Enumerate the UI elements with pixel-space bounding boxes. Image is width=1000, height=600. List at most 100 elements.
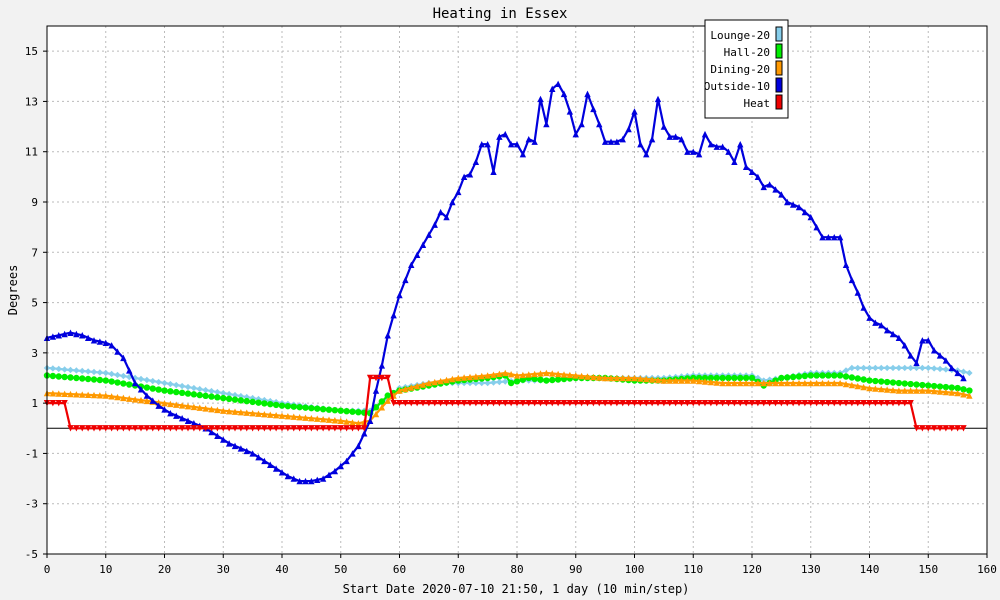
outside-10-point	[836, 234, 844, 241]
lounge-20-point	[225, 390, 233, 398]
heat-point	[637, 399, 644, 407]
heat-point	[819, 399, 826, 407]
outside-10-point	[554, 80, 562, 88]
dining-20-point	[772, 379, 779, 387]
dining-20-point	[261, 411, 268, 418]
x-tick-label: 100	[625, 563, 645, 576]
hall-20-point	[349, 408, 356, 415]
heat-point	[719, 399, 726, 407]
hall-20-point	[801, 372, 809, 380]
lounge-20-point	[73, 367, 80, 374]
outside-10-point	[496, 133, 503, 140]
hall-20-point	[202, 392, 209, 400]
heat-point	[67, 425, 74, 432]
heat-point	[596, 399, 603, 407]
lounge-20-point	[919, 364, 926, 372]
hall-20-point	[543, 377, 550, 384]
hall-20-point	[126, 381, 133, 388]
hall-20-point	[96, 376, 104, 384]
dining-20-point	[49, 390, 57, 397]
dining-20-point	[143, 397, 151, 405]
hall-20-point	[707, 374, 715, 382]
dining-20-point	[343, 418, 350, 425]
heat-point	[108, 425, 115, 432]
heat-point	[466, 399, 474, 407]
heat-point	[831, 399, 838, 407]
outside-10-point	[237, 445, 245, 452]
heat-point	[325, 425, 333, 432]
lounge-20-point	[161, 379, 168, 387]
outside-10-point	[155, 402, 162, 409]
dining-20-point	[954, 389, 961, 397]
hall-20-point	[907, 380, 914, 388]
heat-point	[443, 399, 450, 407]
lounge-20-point	[184, 383, 192, 391]
y-axis-label: Degrees	[6, 265, 20, 316]
heat-point	[302, 425, 309, 432]
outside-10-point	[754, 173, 762, 181]
lounge-20-point	[79, 367, 86, 375]
outside-10-point	[883, 327, 891, 334]
lounge-20-point	[231, 391, 239, 399]
heat-point	[361, 425, 368, 432]
outside-10-point	[507, 140, 515, 148]
outside-10-point	[925, 337, 932, 344]
lounge-20-point	[936, 365, 944, 373]
heat-point	[584, 399, 591, 407]
outside-10-point	[584, 90, 591, 98]
lounge-20-point	[883, 364, 891, 372]
lounge-20-point	[842, 367, 850, 374]
outside-10-point	[701, 130, 709, 138]
hall-20-point	[848, 374, 856, 381]
dining-20-point	[425, 379, 433, 387]
hall-20-point	[860, 376, 867, 383]
heat-point	[531, 399, 538, 407]
outside-10-point	[484, 140, 491, 148]
heat-point	[930, 425, 938, 432]
heat-series	[43, 374, 967, 432]
dining-20-point	[836, 379, 844, 387]
dining-20-point	[331, 417, 339, 424]
outside-10-point	[455, 188, 462, 196]
dining-20-point	[308, 415, 315, 422]
lounge-20-point	[96, 369, 104, 376]
heat-point	[713, 399, 720, 407]
outside-10-point	[607, 138, 615, 145]
hall-20-point	[343, 407, 350, 415]
dining-20-point	[725, 379, 732, 387]
legend-swatch-hall-20	[775, 43, 783, 59]
dining-20-point	[437, 377, 444, 385]
dining-20-point	[84, 391, 92, 399]
outside-10-point	[825, 234, 832, 241]
outside-10-point	[425, 231, 433, 238]
heat-point	[701, 399, 709, 407]
hall-20-point	[108, 378, 115, 385]
heat-point	[660, 399, 668, 407]
heat-point	[402, 399, 409, 407]
heat-point	[878, 399, 885, 407]
dining-20-point	[214, 406, 221, 414]
hall-20-point	[55, 373, 62, 380]
heat-point	[237, 425, 245, 432]
heat-point	[690, 399, 697, 407]
hall-20-point	[296, 403, 303, 411]
hall-20-point	[778, 374, 785, 382]
outside-10-point	[173, 412, 180, 419]
dining-20-point	[419, 381, 427, 388]
hall-20-point	[919, 381, 926, 389]
heat-point	[349, 425, 356, 432]
heat-point	[84, 425, 92, 432]
dining-20-point	[196, 404, 203, 411]
dining-20-point	[854, 382, 861, 390]
outside-10-point	[772, 186, 779, 193]
outside-10-point	[760, 183, 767, 191]
dining-20-point	[314, 415, 321, 422]
heat-point	[408, 399, 415, 407]
heat-point	[343, 425, 350, 432]
dining-20-point	[173, 401, 180, 408]
y-tick-label: 5	[31, 297, 38, 310]
outside-10-point	[460, 173, 468, 181]
dining-20-point	[590, 373, 597, 381]
outside-10-point	[49, 333, 57, 340]
